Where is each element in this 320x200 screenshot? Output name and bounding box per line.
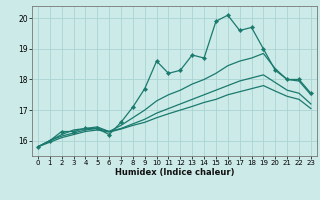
X-axis label: Humidex (Indice chaleur): Humidex (Indice chaleur) bbox=[115, 168, 234, 177]
